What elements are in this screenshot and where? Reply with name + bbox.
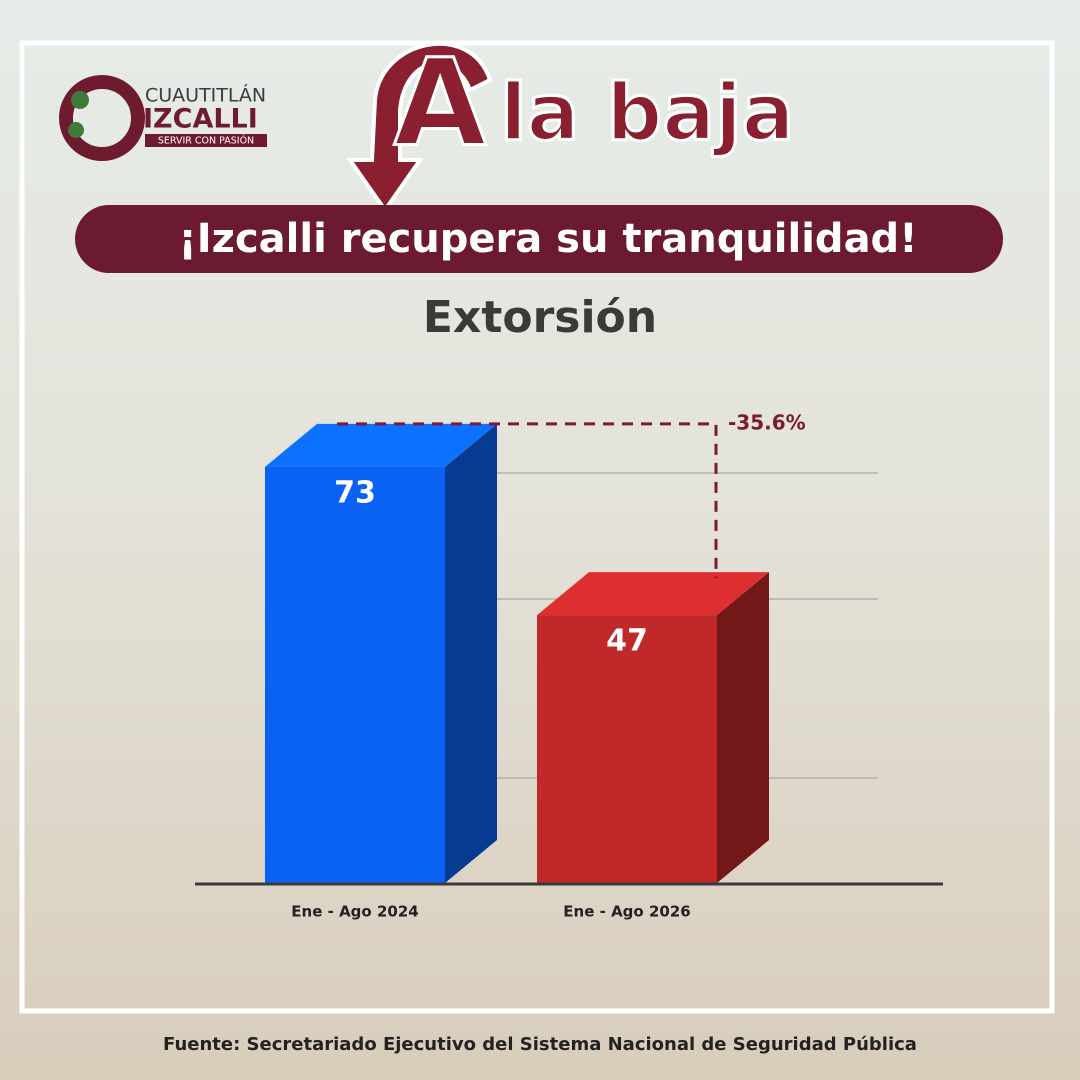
- headline-arrow: [346, 41, 493, 214]
- value-label: 47: [606, 624, 648, 659]
- logo-leaf: [71, 91, 89, 109]
- headline: la baja: [500, 68, 794, 158]
- bar-side: [445, 423, 497, 883]
- footer: Fuente: Secretariado Ejecutivo del Siste…: [163, 1034, 917, 1055]
- chart-title: Extorsión: [423, 292, 657, 343]
- headline-letter: A: [394, 35, 487, 174]
- frame: [19, 40, 1055, 1014]
- value-label: 73: [334, 475, 376, 510]
- banner: [75, 205, 1003, 273]
- banner-text: ¡Izcalli recupera su tranquilidad!: [179, 216, 918, 262]
- bar-side: [717, 572, 769, 883]
- logo-band: [145, 134, 267, 147]
- logo-text: CUAUTITLÁN: [145, 84, 266, 107]
- x-tick-label: Ene - Ago 2026: [563, 903, 690, 921]
- difference-connector: [337, 422, 718, 579]
- logo: CUAUTITLÁN IZCALLI SERVIR CON PASIÓN: [59, 75, 267, 161]
- plot: 73 Ene - Ago 2024 47 Ene - Ago 2026 -35.6%: [265, 410, 806, 921]
- x-tick-label: Ene - Ago 2024: [291, 903, 418, 921]
- annotation: -35.6%: [728, 410, 806, 434]
- logo-leaf: [68, 122, 84, 138]
- logo-text: SERVIR CON PASIÓN: [158, 135, 254, 147]
- bar: [265, 466, 445, 883]
- bar-top: [265, 423, 497, 467]
- logo-text: IZCALLI: [143, 104, 258, 135]
- bar: [537, 615, 717, 883]
- logo-mark: [59, 75, 145, 161]
- bar-top: [537, 572, 769, 616]
